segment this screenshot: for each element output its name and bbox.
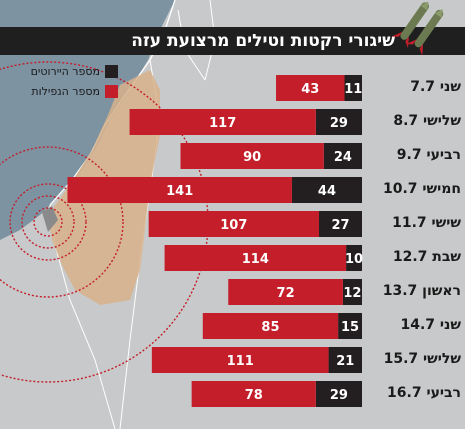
label-hits-6: 72 xyxy=(277,286,295,301)
legend-label-interceptions: מספר היירוטים xyxy=(30,65,100,78)
category-label-7: שני 14.7 xyxy=(400,317,461,333)
label-hits-4: 107 xyxy=(220,218,247,233)
bar-hits-6 xyxy=(228,279,343,305)
label-interceptions-7: 15 xyxy=(341,320,359,335)
bar-hits-8 xyxy=(151,347,329,373)
title-bar: שיגורי רקטות וטילים מרצועת עזה xyxy=(0,27,465,55)
category-label-6: ראשון 13.7 xyxy=(382,283,461,299)
bar-interceptions-9 xyxy=(315,381,362,407)
category-label-9: רביעי 16.7 xyxy=(387,385,461,401)
bar-hits-7 xyxy=(202,313,339,339)
bar-interceptions-4 xyxy=(319,211,362,237)
label-interceptions-2: 24 xyxy=(334,150,352,165)
label-hits-7: 85 xyxy=(261,320,279,335)
bar-interceptions-3 xyxy=(291,177,362,203)
label-interceptions-1: 29 xyxy=(330,116,348,131)
category-label-8: שלישי 15.7 xyxy=(383,351,461,367)
category-label-2: רביעי 9.7 xyxy=(396,147,461,163)
label-interceptions-8: 21 xyxy=(336,354,354,369)
label-interceptions-4: 27 xyxy=(331,218,349,233)
legend-item-interceptions: מספר היירוטים xyxy=(6,62,118,82)
label-hits-3: 141 xyxy=(166,184,193,199)
bar-interceptions-5 xyxy=(346,245,362,271)
bar-hits-2 xyxy=(180,143,324,169)
category-label-5: שבת 12.7 xyxy=(392,249,461,265)
bar-hits-1 xyxy=(129,109,316,135)
legend-item-hits: מספר הנפילות xyxy=(6,82,118,102)
bar-interceptions-1 xyxy=(315,109,362,135)
category-label-3: חמישי 10.7 xyxy=(382,181,461,197)
label-hits-1: 117 xyxy=(209,116,236,131)
bar-hits-3 xyxy=(67,177,292,203)
chart-title: שיגורי רקטות וטילים מרצועת עזה xyxy=(131,31,395,51)
bar-interceptions-8 xyxy=(328,347,362,373)
bar-hits-9 xyxy=(191,381,316,407)
bar-hits-5 xyxy=(164,245,347,271)
bar-interceptions-0 xyxy=(344,75,362,101)
rocket-icon xyxy=(391,1,444,56)
bar-hits-4 xyxy=(148,211,320,237)
chart-legend: מספר היירוטים מספר הנפילות xyxy=(6,62,118,102)
label-hits-9: 78 xyxy=(245,388,263,403)
label-hits-8: 111 xyxy=(227,354,254,369)
category-label-0: שני 7.7 xyxy=(410,79,461,95)
label-interceptions-3: 44 xyxy=(318,184,336,199)
bar-interceptions-6 xyxy=(342,279,362,305)
label-hits-5: 114 xyxy=(242,252,269,267)
bar-hits-0 xyxy=(276,75,345,101)
bar-interceptions-2 xyxy=(323,143,362,169)
label-interceptions-0: 11 xyxy=(344,82,362,97)
bar-interceptions-7 xyxy=(338,313,362,339)
category-label-1: שלישי 8.7 xyxy=(393,113,461,129)
legend-label-hits: מספר הנפילות xyxy=(31,85,100,98)
legend-swatch-interceptions xyxy=(105,65,118,78)
label-interceptions-5: 10 xyxy=(345,252,363,267)
legend-swatch-hits xyxy=(105,85,118,98)
label-interceptions-9: 29 xyxy=(330,388,348,403)
category-label-4: שישי 11.7 xyxy=(392,215,461,231)
label-hits-0: 43 xyxy=(301,82,319,97)
label-hits-2: 90 xyxy=(243,150,261,165)
label-interceptions-6: 12 xyxy=(343,286,361,301)
